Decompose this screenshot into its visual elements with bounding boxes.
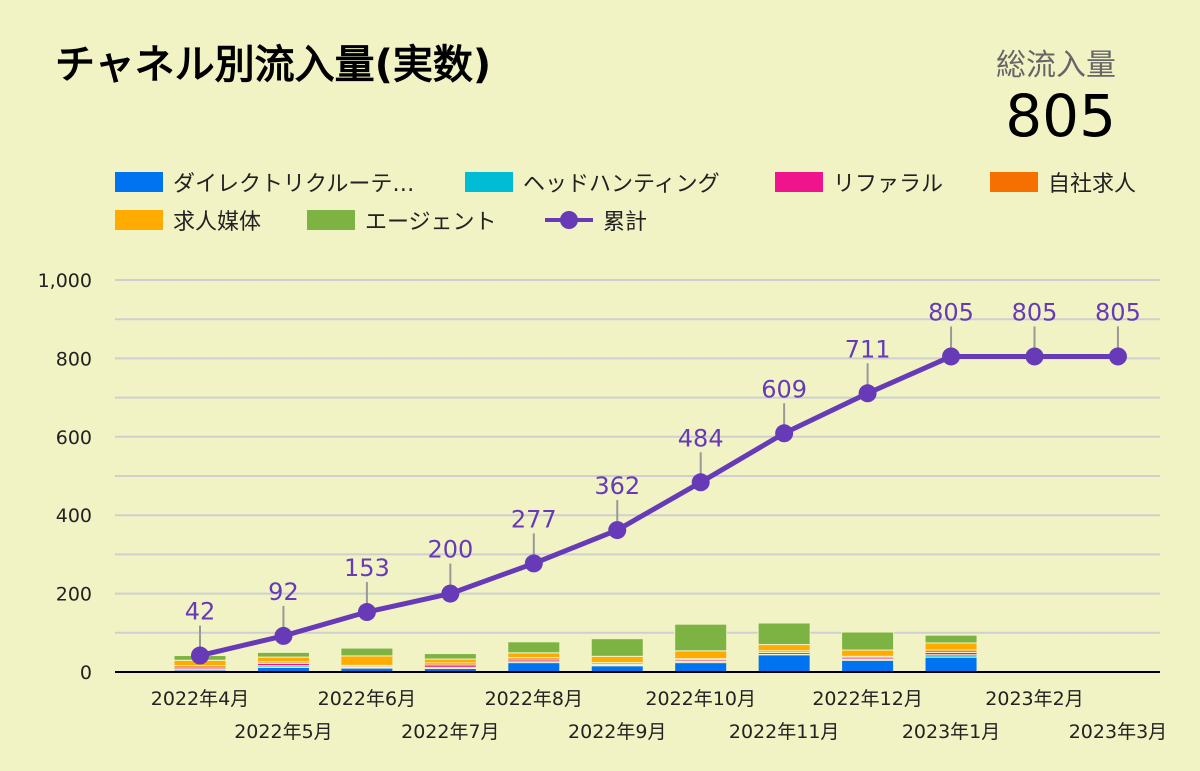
- bar-segment: [507, 641, 561, 654]
- bar-segment: [423, 658, 477, 664]
- bar-segment: [757, 644, 811, 652]
- x-tick-label: 2022年9月: [568, 721, 666, 743]
- legend-item[interactable]: 求人媒体: [115, 204, 261, 236]
- bar-segment: [674, 662, 728, 673]
- legend-item[interactable]: ダイレクトリクルーテ…: [115, 166, 414, 198]
- bar-segment: [924, 642, 978, 651]
- legend-item[interactable]: エージェント: [307, 204, 497, 236]
- bar-segment: [757, 622, 811, 646]
- legend-item[interactable]: 自社求人: [990, 166, 1136, 198]
- legend-swatch: [465, 172, 513, 192]
- cumulative-point: [1108, 347, 1127, 366]
- bar-segment: [674, 650, 728, 660]
- legend-item[interactable]: 累計: [545, 204, 647, 236]
- legend-swatch: [545, 210, 593, 230]
- legend-label: エージェント: [365, 210, 497, 235]
- data-label: 362: [594, 472, 640, 500]
- data-label: 711: [845, 335, 891, 363]
- legend-swatch: [307, 210, 355, 230]
- bar-segment: [590, 655, 644, 664]
- x-tick-label: 2022年4月: [151, 688, 249, 710]
- data-label: 153: [344, 554, 390, 582]
- kpi-label: 総流入量: [996, 48, 1116, 83]
- bar-segment: [757, 654, 811, 673]
- cumulative-point: [357, 603, 376, 622]
- y-tick-label: 200: [56, 584, 92, 606]
- x-tick-label: 2022年6月: [318, 688, 416, 710]
- legend-swatch: [775, 172, 823, 192]
- bar-segment: [924, 656, 978, 673]
- x-tick-label: 2022年11月: [729, 721, 840, 743]
- bar-segment: [507, 662, 561, 673]
- x-tick-label: 2022年7月: [401, 721, 499, 743]
- chart-title: チャネル別流入量(実数): [55, 42, 492, 88]
- data-label: 92: [268, 578, 299, 606]
- cumulative-point: [858, 384, 877, 403]
- bar-segment: [841, 631, 895, 651]
- bar-segment: [256, 656, 310, 663]
- bar-segment: [340, 647, 394, 657]
- y-tick-label: 600: [56, 427, 92, 449]
- data-label: 609: [761, 375, 807, 403]
- cumulative-point: [524, 554, 543, 573]
- legend-swatch: [115, 210, 163, 230]
- bar-segment: [340, 655, 394, 666]
- data-label: 277: [511, 505, 557, 533]
- bar-segment: [423, 653, 477, 660]
- legend-label: ヘッドハンティング: [523, 172, 720, 197]
- bar-segment: [841, 659, 895, 673]
- cumulative-point: [274, 626, 293, 645]
- kpi-value: 805: [1005, 82, 1116, 150]
- x-tick-label: 2023年1月: [902, 721, 1000, 743]
- data-label: 805: [928, 298, 974, 326]
- bar-segment: [590, 638, 644, 657]
- x-tick-label: 2022年10月: [645, 688, 756, 710]
- cumulative-point: [942, 347, 961, 366]
- bar-segment: [924, 634, 978, 644]
- legend-item[interactable]: リファラル: [775, 166, 943, 198]
- bar-segment: [841, 649, 895, 657]
- legend-label: リファラル: [833, 172, 944, 197]
- cumulative-point: [775, 424, 794, 443]
- x-tick-label: 2022年12月: [812, 688, 923, 710]
- legend-swatch: [115, 172, 163, 192]
- x-tick-label: 2023年2月: [985, 688, 1083, 710]
- data-label: 805: [1095, 298, 1141, 326]
- cumulative-point: [1025, 347, 1044, 366]
- x-tick-label: 2022年5月: [234, 721, 332, 743]
- y-tick-label: 800: [56, 348, 92, 370]
- legend-label: 累計: [603, 210, 648, 235]
- data-label: 42: [185, 598, 216, 626]
- legend-label: ダイレクトリクルーテ…: [173, 172, 415, 197]
- data-label: 484: [678, 424, 724, 452]
- legend-label: 自社求人: [1048, 172, 1137, 197]
- data-label: 805: [1012, 298, 1058, 326]
- legend-swatch: [990, 172, 1038, 192]
- cumulative-point: [691, 473, 710, 492]
- bar-segment: [674, 623, 728, 652]
- cumulative-point: [191, 646, 209, 665]
- cumulative-point: [441, 584, 460, 603]
- x-tick-label: 2023年3月: [1069, 721, 1167, 743]
- legend-label: 求人媒体: [173, 210, 262, 235]
- bar-segment: [507, 652, 561, 658]
- x-tick-label: 2022年8月: [485, 688, 583, 710]
- cumulative-line: [199, 353, 1118, 658]
- y-tick-label: 0: [80, 662, 92, 684]
- cumulative-point: [608, 521, 627, 540]
- y-tick-label: 400: [56, 505, 92, 527]
- y-tick-label: 1,000: [38, 270, 92, 292]
- data-label: 200: [427, 536, 473, 564]
- bar-segment: [256, 651, 310, 658]
- legend-item[interactable]: ヘッドハンティング: [465, 166, 720, 198]
